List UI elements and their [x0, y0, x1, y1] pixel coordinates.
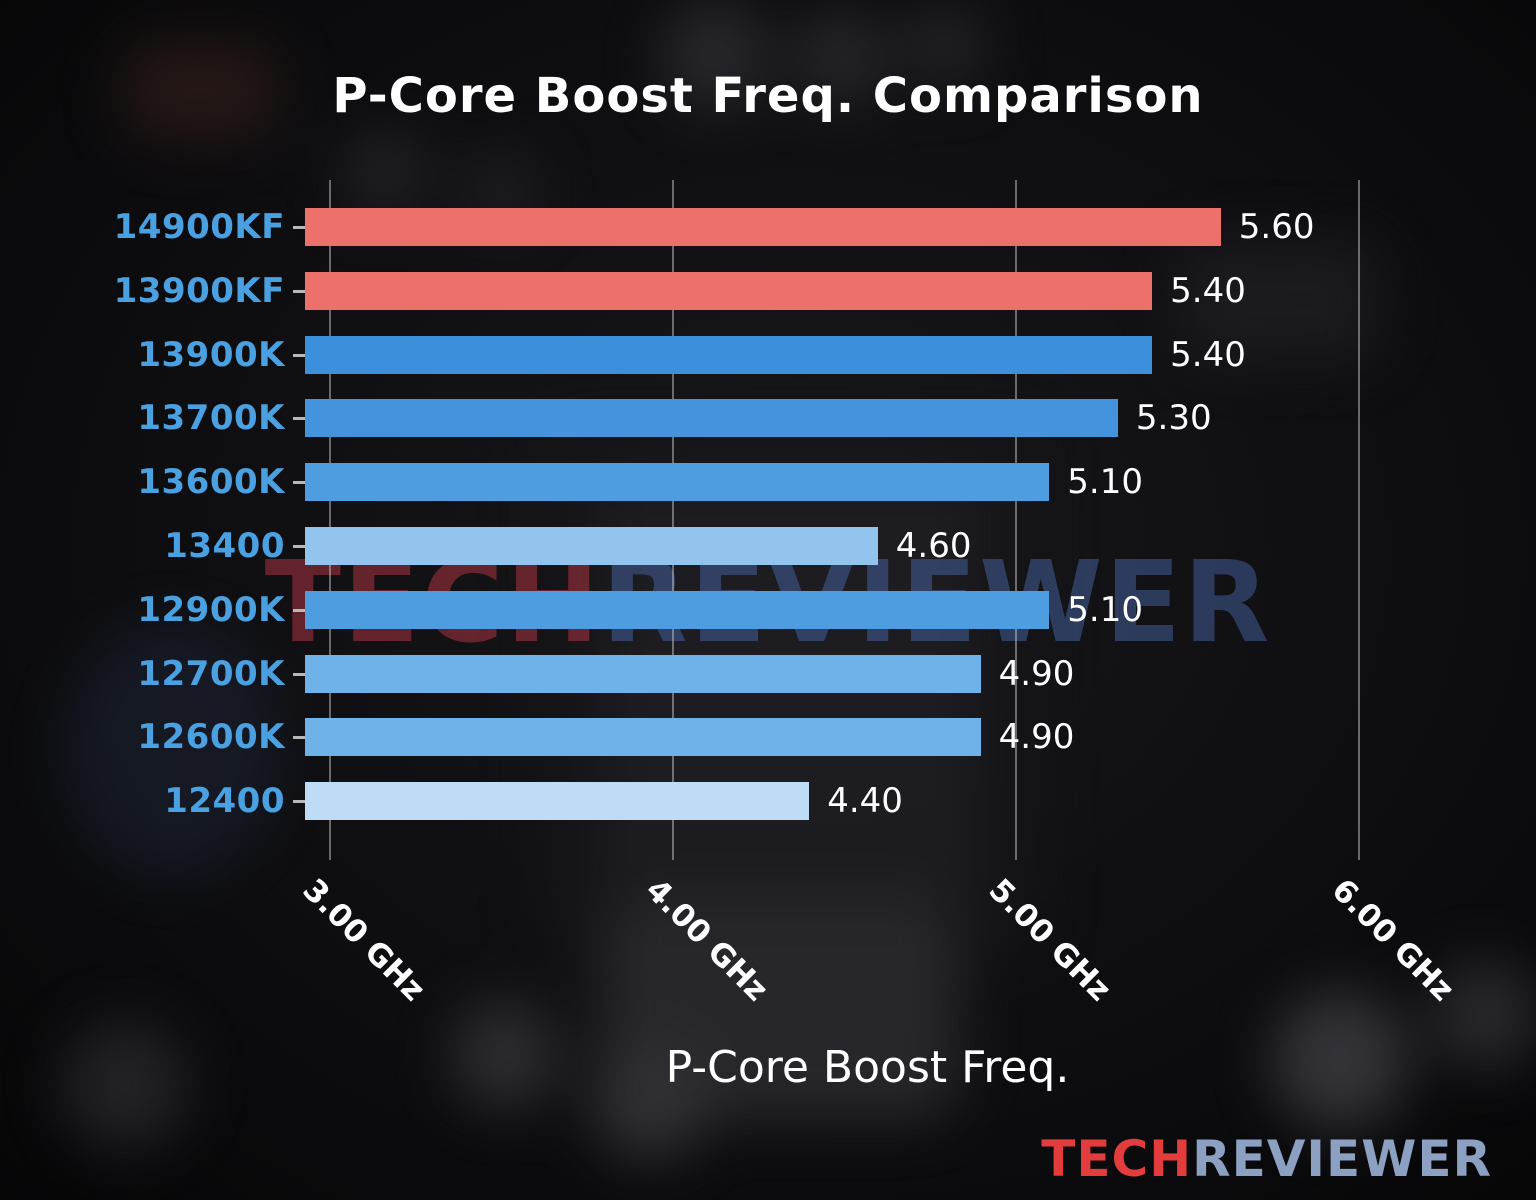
category-label: 14900KF — [113, 207, 285, 247]
value-label: 5.40 — [1170, 334, 1246, 375]
category-tick — [293, 417, 305, 421]
value-label: 4.60 — [895, 526, 972, 566]
value-label: 4.90 — [998, 717, 1075, 758]
gridline — [1014, 180, 1017, 860]
x-tick-label: 3.00 GHz — [295, 872, 432, 1009]
chart-title: P-Core Boost Freq. Comparison — [332, 68, 1204, 125]
category-tick — [293, 481, 305, 485]
category-tick — [293, 672, 305, 676]
value-label: 4.90 — [998, 653, 1075, 694]
category-label: 12400 — [164, 781, 285, 822]
plot-area: 14900KF 5.60 13900KF 5.40 13900K 5.40 13700K 5.… — [80, 180, 1480, 1160]
x-tick-label: 5.00 GHz — [981, 872, 1118, 1009]
x-tick-label: 6.00 GHz — [1324, 872, 1461, 1009]
bar-row: 12900K 5.10 — [80, 589, 1480, 630]
bar-row: 13900KF 5.40 — [80, 270, 1480, 311]
gridlines — [305, 180, 1430, 860]
category-label: 12700K — [137, 653, 285, 694]
x-axis-label: P-Core Boost Freq. — [665, 1042, 1070, 1093]
freq-bar — [305, 208, 1221, 246]
bar-row: 13900K 5.40 — [80, 334, 1480, 375]
freq-bar — [305, 590, 1050, 629]
freq-bar — [305, 654, 981, 693]
freq-bar — [305, 718, 981, 757]
bar-row: 12400 4.40 — [80, 781, 1480, 822]
category-label: 13600K — [137, 462, 285, 503]
bar-row: 13600K 5.10 — [80, 462, 1480, 503]
category-label: 12900K — [137, 589, 285, 630]
freq-bar — [305, 782, 810, 821]
category-label: 13700K — [137, 398, 285, 439]
category-tick — [293, 289, 305, 293]
bar-row: 13400 4.60 — [80, 527, 1480, 565]
category-label: 12600K — [137, 717, 285, 758]
gridline — [671, 180, 674, 860]
freq-bar — [305, 271, 1153, 310]
category-tick — [293, 608, 305, 612]
value-label: 5.60 — [1238, 207, 1315, 247]
freq-bar — [305, 399, 1118, 438]
category-tick — [293, 353, 305, 357]
category-tick — [293, 226, 305, 229]
freq-bar — [305, 527, 878, 565]
bar-row: 12600K 4.90 — [80, 717, 1480, 758]
value-label: 5.10 — [1067, 589, 1143, 630]
x-tick-label: 4.00 GHz — [638, 872, 775, 1009]
freq-bar — [305, 463, 1050, 502]
bar-row: 13700K 5.30 — [80, 398, 1480, 439]
category-tick — [293, 800, 305, 804]
value-label: 4.40 — [827, 781, 903, 822]
category-label: 13900KF — [113, 270, 285, 311]
bar-row: 12700K 4.90 — [80, 653, 1480, 694]
watermark-footer-reviewer: REVIEWER — [1192, 1130, 1492, 1188]
value-label: 5.40 — [1170, 270, 1246, 311]
bar-row: 14900KF 5.60 — [80, 208, 1480, 246]
watermark-footer: TECHREVIEWER — [1041, 1130, 1492, 1188]
watermark-footer-tech: TECH — [1041, 1130, 1193, 1188]
category-label: 13900K — [137, 334, 285, 375]
value-label: 5.30 — [1135, 398, 1212, 439]
category-tick — [293, 736, 305, 740]
category-label: 13400 — [164, 526, 285, 566]
value-label: 5.10 — [1067, 462, 1143, 503]
gridline — [329, 180, 331, 860]
freq-bar — [305, 335, 1153, 374]
gridline — [1357, 180, 1360, 860]
category-tick — [293, 545, 305, 548]
